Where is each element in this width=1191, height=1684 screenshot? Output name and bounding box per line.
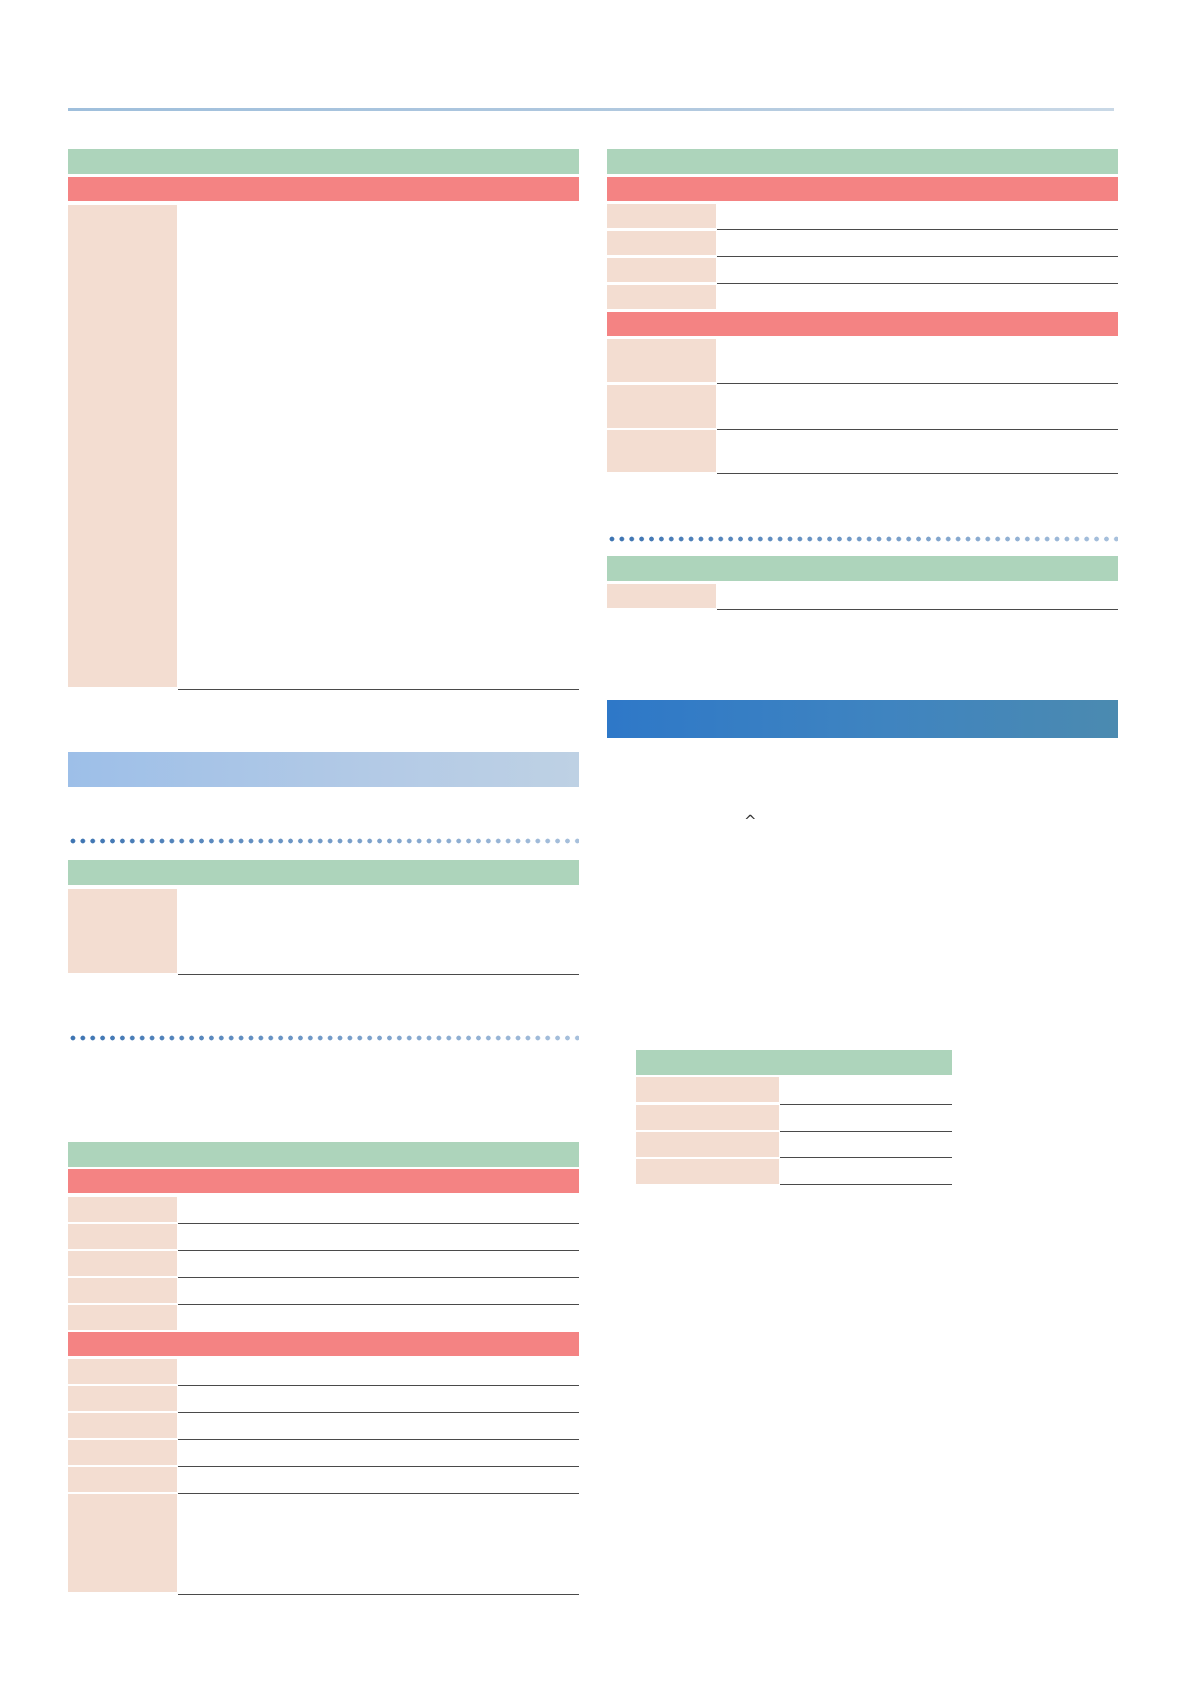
table-row-label [68, 1251, 177, 1276]
table-row-divider [717, 609, 1118, 610]
table-row-label [636, 1132, 779, 1157]
table-row-divider [178, 1412, 579, 1413]
dotted-separator [68, 838, 579, 844]
table-3-header [68, 1142, 579, 1167]
section-heading-bar [607, 700, 1118, 738]
table-row-label [636, 1105, 779, 1130]
table-row-divider [178, 1594, 579, 1595]
table-row-label [68, 1494, 177, 1592]
header-rule [68, 108, 1114, 111]
table-row-divider [717, 256, 1118, 257]
table-row-label [68, 1278, 177, 1303]
table-row-label [68, 1224, 177, 1249]
table-4-section-header [607, 312, 1118, 336]
table-4-section-header [607, 177, 1118, 201]
table-1-label-cell [68, 205, 177, 687]
table-row-divider [717, 429, 1118, 430]
table-row-label [68, 1305, 177, 1330]
table-row-divider [780, 1157, 952, 1158]
table-row-label [607, 258, 716, 282]
table-row-divider [178, 1277, 579, 1278]
table-2-header [68, 860, 579, 885]
table-row-divider [717, 383, 1118, 384]
table-row-divider [717, 229, 1118, 230]
table-row-divider [780, 1131, 952, 1132]
table-row-label [68, 1413, 177, 1438]
table-1-header [68, 149, 579, 174]
table-row-divider [178, 1223, 579, 1224]
table-6-header [636, 1050, 952, 1075]
table-row-divider [178, 1304, 579, 1305]
section-heading-bar [68, 752, 579, 787]
table-row-label [607, 584, 716, 608]
table-row-label [68, 1467, 177, 1492]
table-2-row-divider [178, 974, 579, 975]
caret-symbol: ^ [744, 812, 757, 830]
table-5-header [607, 556, 1118, 581]
table-row-label [68, 1359, 177, 1384]
table-row-divider [178, 1466, 579, 1467]
table-1-row-divider [178, 689, 579, 690]
table-3-section-header [68, 1169, 579, 1193]
table-row-label [636, 1077, 779, 1102]
table-row-label [68, 1440, 177, 1465]
table-3-section-header [68, 1332, 579, 1356]
table-row-label [607, 385, 716, 428]
table-row-label [636, 1159, 779, 1184]
table-row-divider [178, 1493, 579, 1494]
table-row-divider [717, 283, 1118, 284]
dotted-separator [68, 1035, 579, 1041]
table-row-label [607, 430, 716, 472]
table-row-divider [780, 1184, 952, 1185]
table-row-divider [780, 1104, 952, 1105]
table-row-divider [178, 1385, 579, 1386]
table-4-header [607, 149, 1118, 174]
table-row-divider [717, 473, 1118, 474]
dotted-separator [607, 536, 1118, 542]
table-row-label [607, 231, 716, 255]
table-2-label-cell [68, 889, 177, 973]
table-1-section-header [68, 177, 579, 201]
table-row-label [68, 1386, 177, 1411]
table-row-label [607, 339, 716, 382]
table-row-label [607, 285, 716, 309]
table-row-divider [178, 1439, 579, 1440]
table-row-divider [178, 1250, 579, 1251]
table-row-label [607, 204, 716, 228]
table-row-label [68, 1197, 177, 1222]
